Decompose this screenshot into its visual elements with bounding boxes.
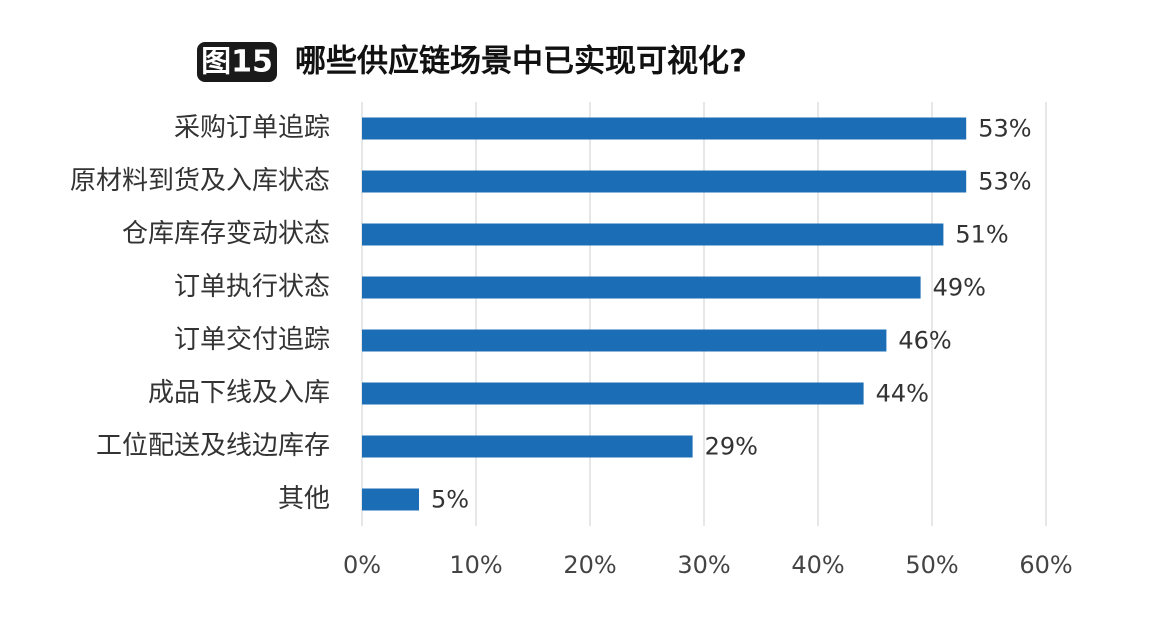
bar <box>362 117 967 140</box>
x-tick-label: 20% <box>563 551 616 579</box>
bar <box>362 329 887 352</box>
bar <box>362 488 419 511</box>
chart-title: 哪些供应链场景中已实现可视化? <box>295 44 747 80</box>
x-tick-label: 30% <box>677 551 730 579</box>
bar <box>362 382 864 405</box>
figure-label: 图15 <box>201 45 273 80</box>
value-label: 53% <box>978 115 1031 143</box>
y-tick-label: 订单交付追踪 <box>174 325 330 355</box>
y-tick-label: 原材料到货及入库状态 <box>70 166 330 196</box>
value-label: 49% <box>933 274 986 302</box>
y-tick-label: 采购订单追踪 <box>174 113 330 143</box>
y-tick-label: 仓库库存变动状态 <box>122 219 330 249</box>
x-tick-label: 0% <box>343 551 381 579</box>
value-label: 51% <box>955 221 1008 249</box>
value-label: 46% <box>898 327 951 355</box>
value-label: 44% <box>876 380 929 408</box>
x-tick-label: 60% <box>1019 551 1072 579</box>
bar <box>362 170 967 193</box>
bar <box>362 435 693 458</box>
y-tick-label: 工位配送及线边库存 <box>96 431 330 461</box>
y-tick-label: 其他 <box>278 484 330 514</box>
y-tick-label: 订单执行状态 <box>174 272 330 302</box>
y-tick-label: 成品下线及入库 <box>148 378 330 408</box>
bar <box>362 223 944 246</box>
value-label: 5% <box>431 486 469 514</box>
bar <box>362 276 921 299</box>
x-tick-label: 40% <box>791 551 844 579</box>
figure-label-box <box>197 42 277 82</box>
x-tick-label: 50% <box>905 551 958 579</box>
value-label: 53% <box>978 168 1031 196</box>
value-label: 29% <box>705 433 758 461</box>
x-tick-label: 10% <box>449 551 502 579</box>
